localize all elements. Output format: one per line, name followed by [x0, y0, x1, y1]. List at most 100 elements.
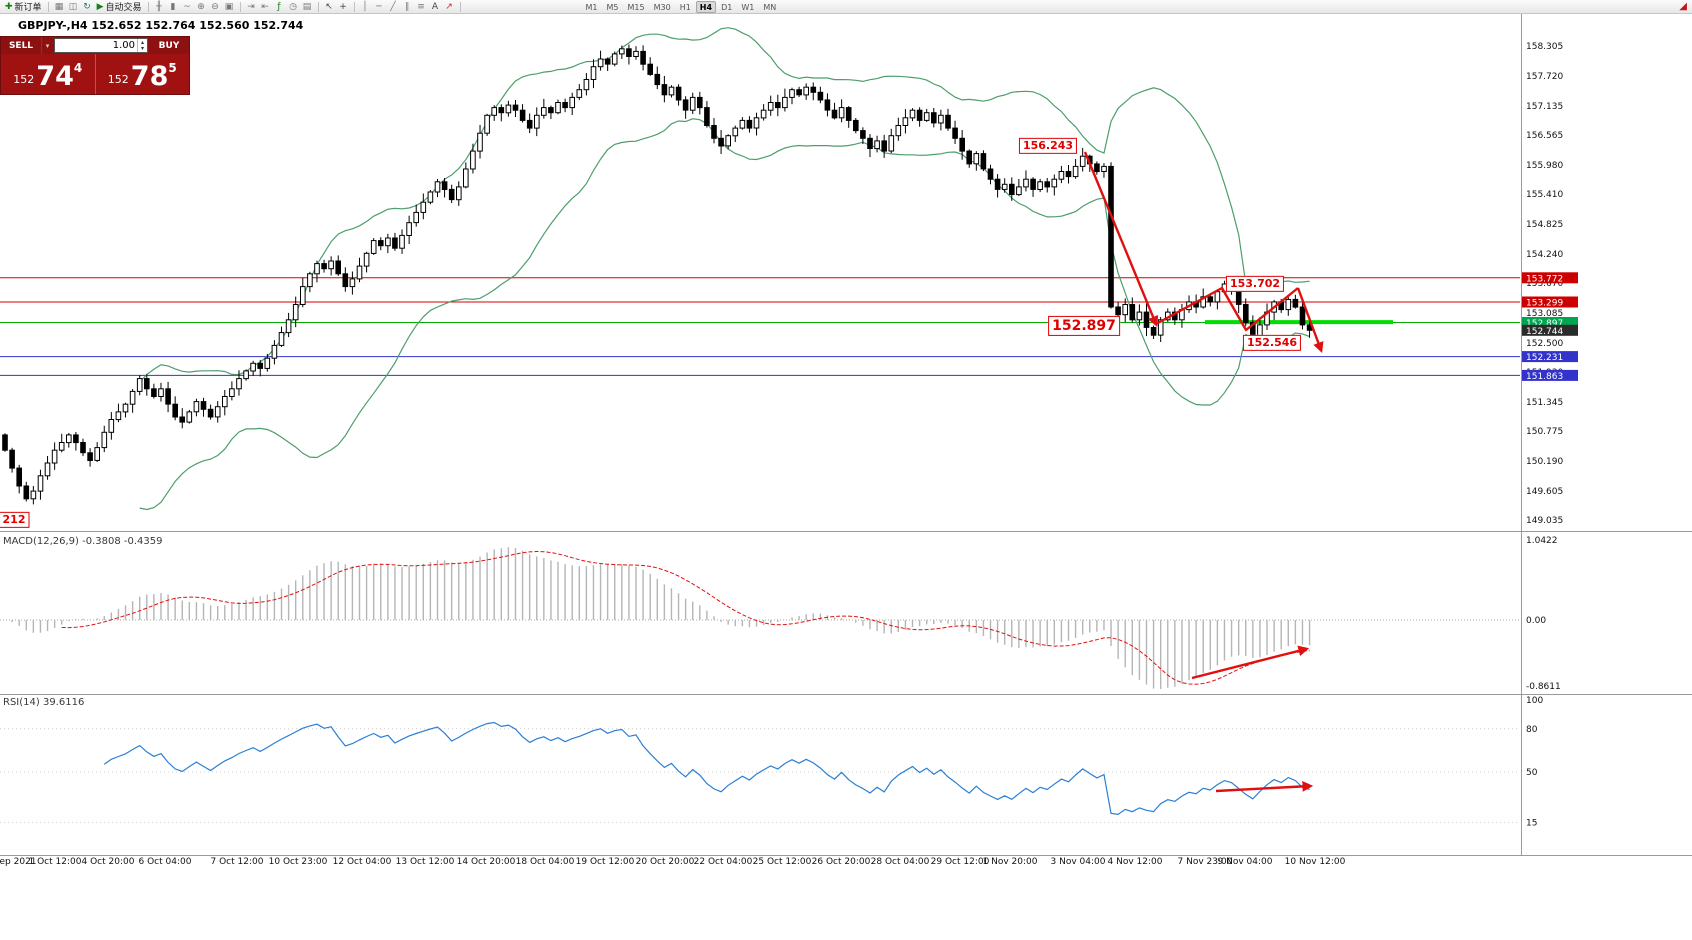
new-order-button[interactable]: ✚ 新订单 — [3, 1, 44, 14]
time-axis-label: 7 Oct 12:00 — [211, 857, 264, 867]
toolbar-separator — [47, 1, 49, 12]
autotrading-button[interactable]: ▶ 自动交易 — [95, 1, 144, 14]
indicators-icon[interactable]: ƒ — [273, 1, 286, 13]
stepper-down-icon[interactable]: ▾ — [140, 44, 144, 52]
time-axis-label: 28 Oct 04:00 — [871, 857, 930, 867]
red-trend-arrow — [1191, 645, 1310, 680]
price-annotation[interactable]: 152.546 — [1242, 334, 1302, 352]
time-axis-label: 26 Oct 20:00 — [812, 857, 871, 867]
periods-icon[interactable]: ◷ — [287, 1, 300, 13]
arrows-tool-icon[interactable]: ↗ — [443, 1, 456, 13]
time-axis-label: 30 Sep 2021 — [0, 857, 37, 867]
sell-options-dropdown[interactable]: ▾ — [41, 37, 53, 54]
time-axis-label: 4 Oct 20:00 — [82, 857, 135, 867]
svg-text:152.897: 152.897 — [1526, 319, 1563, 329]
timeframe-m5-button[interactable]: M5 — [606, 2, 619, 12]
line-chart-icon-icon: ~ — [183, 1, 191, 12]
price-axis-marker — [1522, 272, 1578, 284]
svg-text:154.825: 154.825 — [1526, 220, 1563, 230]
time-axis-label: 20 Oct 20:00 — [636, 857, 695, 867]
svg-text:150.190: 150.190 — [1526, 457, 1563, 467]
red-trend-arrow — [1215, 781, 1314, 793]
timeframe-d1-button[interactable]: D1 — [721, 2, 733, 12]
stepper-up-icon[interactable]: ▴ — [140, 38, 144, 46]
zoom-out-icon-icon: ⊖ — [211, 1, 219, 12]
time-axis-label: 25 Oct 12:00 — [753, 857, 812, 867]
buy-button[interactable]: BUY — [158, 40, 180, 51]
timeframe-m15-button[interactable]: M15 — [627, 2, 645, 12]
templates-icon[interactable]: ▤ — [301, 1, 314, 13]
crosshair-icon-icon: + — [339, 1, 347, 12]
time-axis-label: 10 Nov 12:00 — [1285, 857, 1346, 867]
price-annotation[interactable]: 156.243 — [1018, 137, 1078, 155]
buy-price-prefix: 152 — [107, 73, 129, 86]
time-axis-label: 22 Oct 04:00 — [694, 857, 753, 867]
svg-text:158.305: 158.305 — [1526, 42, 1563, 52]
time-axis-label: 14 Oct 20:00 — [457, 857, 516, 867]
toolbar-separator — [353, 1, 355, 12]
new-chart-icon[interactable]: ◢ — [1679, 0, 1687, 12]
svg-text:156.565: 156.565 — [1526, 131, 1563, 141]
profiles-icon[interactable]: ◫ — [67, 1, 80, 13]
refresh-icon[interactable]: ↻ — [81, 1, 94, 13]
horizontal-line-icon-icon: ─ — [376, 1, 382, 12]
sell-price-button[interactable]: 152 74 4 — [1, 54, 95, 94]
timeframe-toolbar: M1 M5 M15 M30 H1 H4 D1 W1 MN — [582, 0, 781, 13]
sell-button[interactable]: SELL — [8, 40, 34, 51]
candles-chart-icon[interactable]: ▮ — [167, 1, 180, 13]
buy-price-button[interactable]: 152 78 5 — [94, 54, 190, 94]
timeframe-h1-button[interactable]: H1 — [679, 2, 691, 12]
channel-icon[interactable]: ∥ — [401, 1, 414, 13]
chart-window-icon[interactable]: ▦ — [53, 1, 66, 13]
time-axis-label: 18 Oct 04:00 — [516, 857, 575, 867]
new-order-button-label: 新订单 — [14, 3, 42, 13]
text-tool-icon[interactable]: A — [429, 1, 442, 13]
trendline-icon[interactable]: ╱ — [387, 1, 400, 13]
auto-scroll-icon[interactable]: ⇥ — [245, 1, 258, 13]
chart-shift-icon-icon: ⇤ — [261, 1, 269, 12]
refresh-icon-icon: ↻ — [83, 1, 91, 12]
vertical-line-icon-icon: │ — [362, 1, 368, 12]
toolbar-separator — [147, 1, 149, 12]
timeframe-m1-button[interactable]: M1 — [585, 2, 598, 12]
horizontal-line-icon[interactable]: ─ — [373, 1, 386, 13]
sell-price-big: 74 — [36, 61, 74, 93]
tile-windows-icon[interactable]: ▣ — [223, 1, 236, 13]
cursor-icon-icon: ↖ — [325, 1, 333, 12]
fibonacci-icon[interactable]: ≡ — [415, 1, 428, 13]
red-trend-arrow — [1296, 287, 1324, 354]
volume-input[interactable] — [55, 39, 137, 52]
zoom-in-icon[interactable]: ⊕ — [195, 1, 208, 13]
chevron-down-icon: ▾ — [45, 41, 50, 50]
trade-panel-header: SELL ▾ ▴▾ BUY — [1, 37, 189, 54]
timeframe-mn-button[interactable]: MN — [763, 2, 777, 12]
autotrading-icon: ▶ — [96, 1, 104, 12]
time-axis-label: 10 Oct 23:00 — [269, 857, 328, 867]
cursor-icon[interactable]: ↖ — [323, 1, 336, 13]
toolbar: ✚ 新订单 ▦ ◫ ↻ ▶ 自动交易 ╫ ▮ ~ ⊕ ⊖ ▣ ⇥ ⇤ ƒ ◷ ▤ ↖ + │ ─ ╱ ∥ ≡ A ↗ M1 M5 M15… — [0, 0, 1692, 14]
arrows-tool-icon-icon: ↗ — [445, 1, 453, 12]
trade-panel-prices: 152 74 4 152 78 5 — [1, 54, 189, 94]
price-annotation[interactable]: 153.702 — [1225, 275, 1285, 293]
zoom-in-icon-icon: ⊕ — [197, 1, 205, 12]
price-annotation[interactable]: 152.897 — [1048, 315, 1120, 337]
macd-histogram — [11, 547, 1311, 689]
timeframe-h4-button[interactable]: H4 — [695, 0, 717, 13]
profiles-icon-icon: ◫ — [68, 1, 78, 12]
toolbar-separator — [317, 1, 319, 12]
chart-shift-icon[interactable]: ⇤ — [259, 1, 272, 13]
time-axis-label: 9 Nov 04:00 — [1218, 857, 1273, 867]
line-chart-icon[interactable]: ~ — [181, 1, 194, 13]
svg-text:153.085: 153.085 — [1526, 309, 1563, 319]
price-annotation[interactable]: 212 — [0, 511, 30, 529]
vertical-line-icon[interactable]: │ — [359, 1, 372, 13]
crosshair-icon[interactable]: + — [337, 1, 350, 13]
volume-stepper[interactable]: ▴ ▾ — [137, 39, 147, 52]
bars-chart-icon[interactable]: ╫ — [153, 1, 166, 13]
zoom-out-icon[interactable]: ⊖ — [209, 1, 222, 13]
price-axis-marker — [1522, 296, 1578, 308]
timeframe-w1-button[interactable]: W1 — [741, 2, 755, 12]
timeframe-m30-button[interactable]: M30 — [653, 2, 671, 12]
